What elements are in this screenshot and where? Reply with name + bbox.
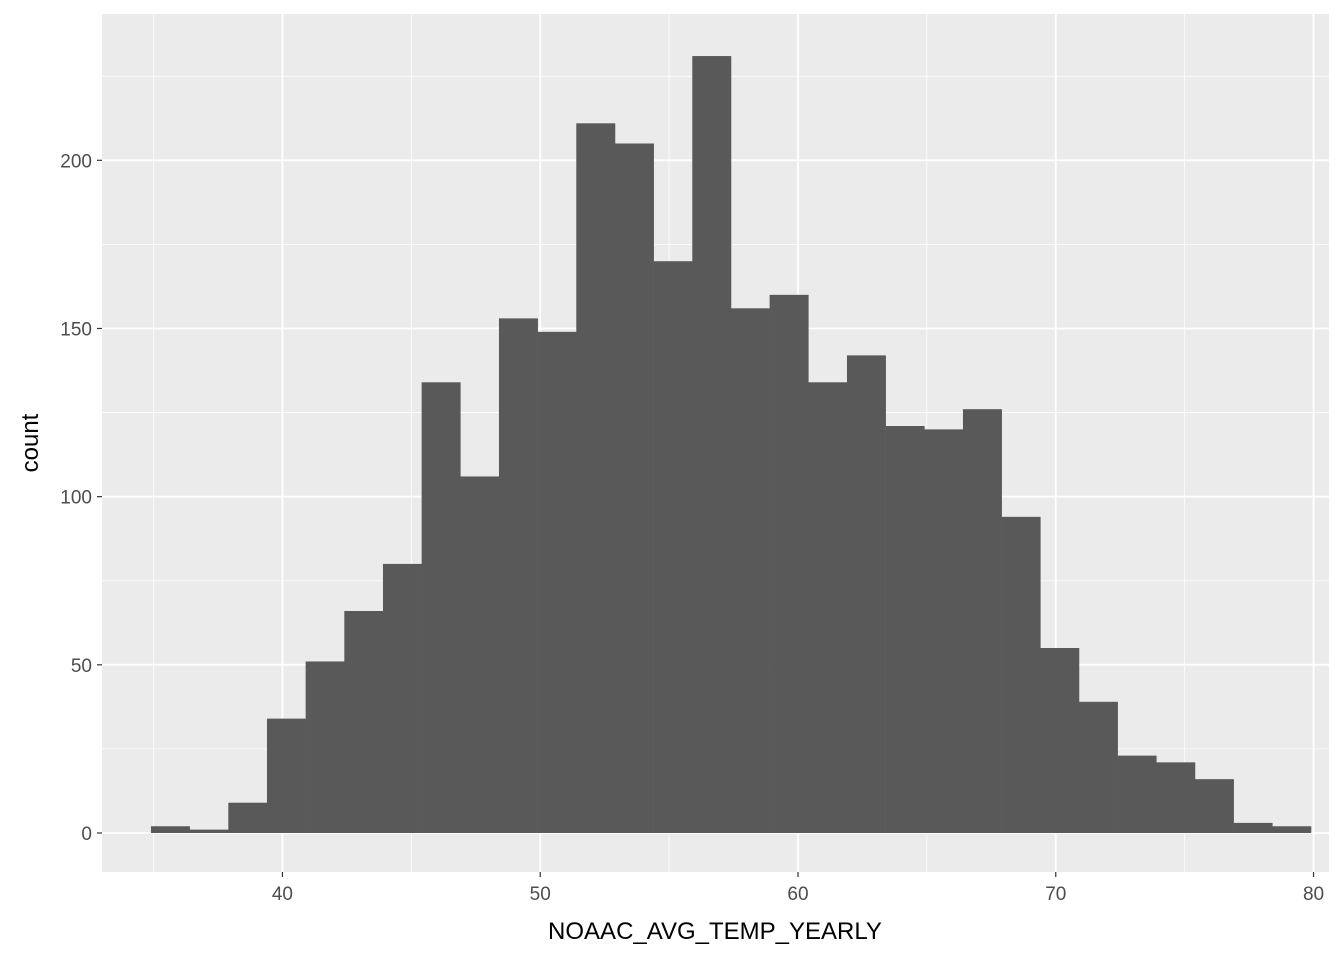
y-tick-label: 150 (60, 319, 92, 340)
histogram-bar (1272, 826, 1312, 833)
histogram-bar (885, 426, 925, 833)
histogram-bar (730, 308, 770, 833)
x-tick-label: 50 (530, 884, 551, 905)
histogram-bar (1040, 647, 1080, 833)
x-tick-label: 70 (1045, 884, 1066, 905)
histogram-bar (1117, 755, 1157, 833)
histogram-bar (460, 476, 500, 833)
histogram-bar (769, 294, 809, 833)
x-axis-ticks: 40 50 60 70 80 (272, 872, 1324, 905)
histogram-bar (537, 331, 577, 833)
y-tick-label: 50 (71, 656, 92, 677)
histogram-bar (692, 56, 732, 833)
x-axis-title: NOAAC_AVG_TEMP_YEARLY (548, 918, 882, 945)
histogram-bar (653, 261, 693, 833)
histogram-bar (808, 382, 848, 833)
histogram-bar (962, 409, 1002, 833)
histogram-bar (1194, 779, 1234, 833)
y-tick-label: 100 (60, 488, 92, 509)
histogram-bar (846, 355, 886, 833)
histogram-bar (1156, 762, 1196, 833)
histogram-bar (189, 829, 229, 833)
histogram-bar (924, 429, 964, 833)
histogram-bar (614, 143, 654, 833)
histogram-bar (228, 802, 268, 833)
y-tick-label: 0 (81, 824, 92, 845)
histogram-bar (1078, 701, 1118, 833)
y-axis-ticks: 0 50 100 150 200 (60, 151, 102, 845)
histogram-bar (150, 826, 190, 833)
y-tick-label: 200 (60, 151, 92, 172)
y-axis-title: count (17, 413, 44, 472)
x-tick-label: 80 (1303, 884, 1324, 905)
histogram-bar (305, 661, 345, 833)
x-tick-label: 40 (272, 884, 293, 905)
histogram-bars (150, 56, 1312, 833)
histogram-bar (1233, 822, 1273, 833)
histogram-bar (266, 718, 306, 833)
histogram-bar (576, 123, 616, 833)
x-tick-label: 60 (787, 884, 808, 905)
histogram-bar (421, 382, 461, 833)
histogram-bar (382, 563, 422, 833)
histogram-bar (1001, 516, 1041, 833)
histogram-bar (344, 611, 384, 833)
histogram-bar (498, 318, 538, 833)
